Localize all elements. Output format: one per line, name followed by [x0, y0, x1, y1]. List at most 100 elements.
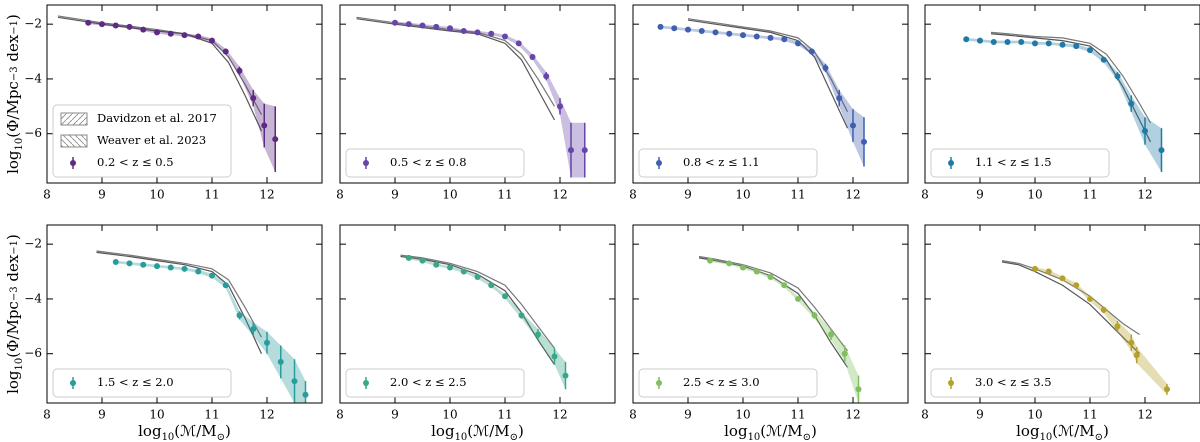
ylabel-part: dex: [4, 34, 22, 66]
legend-box: [930, 148, 1110, 178]
data-point: [447, 25, 453, 32]
plot-area: [57, 15, 279, 173]
data-point: [795, 295, 801, 302]
data-point: [1045, 268, 1052, 275]
x-tick-label: 9: [976, 188, 984, 202]
xlabel: log10(ℳ/M⊙): [431, 422, 524, 442]
frame: [46, 224, 323, 404]
data-point: [209, 37, 215, 44]
x-tick-label: 11: [790, 188, 805, 202]
x-tick-label: 10: [149, 188, 164, 202]
data-point: [1032, 40, 1038, 47]
data-point: [181, 32, 188, 39]
data-point: [551, 353, 558, 360]
data-point: [698, 28, 705, 35]
reference-curve: [356, 18, 556, 121]
x-tick-label: 12: [259, 188, 274, 202]
xlabel-part: (ℳ/M: [174, 422, 216, 440]
x-tick-label: 12: [552, 188, 567, 202]
x-tick-label: 10: [735, 188, 750, 202]
data-point: [502, 33, 508, 40]
data-point: [460, 268, 467, 275]
reference-curve: [96, 251, 263, 354]
xlabel-part: ): [518, 422, 524, 440]
y-tick-label: −4: [24, 291, 42, 305]
data-point: [850, 122, 856, 129]
x-tick-label: 10: [442, 188, 457, 202]
ylabel-part: ): [4, 234, 22, 240]
x-tick-label: 10: [1027, 188, 1042, 202]
uncertainty-band: [408, 256, 566, 390]
data-point: [167, 264, 174, 271]
ylabel-part: (Φ/Mpc: [4, 301, 22, 358]
data-point: [1073, 43, 1080, 50]
uncertainty-band: [710, 259, 859, 403]
data-point: [167, 30, 174, 37]
data-point: [671, 25, 678, 32]
data-point: [1059, 41, 1066, 48]
data-point: [474, 274, 481, 281]
plot-area: [1001, 260, 1170, 395]
plot-area: [657, 18, 867, 167]
legend-label: 2.5 < z ≤ 3.0: [683, 375, 760, 389]
data-point: [781, 282, 788, 289]
legend-box: [345, 368, 525, 398]
data-point: [685, 26, 691, 33]
legend-marker: [363, 380, 369, 386]
data-point: [543, 73, 550, 80]
data-point: [195, 33, 202, 40]
plot-area: [356, 16, 588, 178]
xlabel-part: ): [811, 422, 817, 440]
data-point: [99, 21, 105, 28]
data-point: [126, 23, 133, 30]
x-tick-label: 11: [1082, 188, 1097, 202]
x-tick-label: 8: [921, 408, 929, 422]
legend-swatch: [60, 112, 88, 126]
reference-curve: [990, 31, 1152, 124]
legend-marker: [656, 380, 662, 386]
data-point: [855, 386, 862, 393]
data-point: [154, 29, 160, 36]
legend-label: 0.8 < z ≤ 1.1: [683, 155, 760, 169]
data-point: [1100, 56, 1107, 63]
data-point: [1128, 339, 1135, 346]
xlabel-part: (ℳ/M: [760, 422, 802, 440]
data-point: [419, 22, 426, 29]
data-point: [250, 95, 257, 102]
data-point: [1004, 38, 1011, 45]
xlabel-part: (ℳ/M: [467, 422, 509, 440]
data-point: [112, 22, 119, 29]
xlabel-part: 10: [455, 432, 468, 442]
legend-label: 1.1 < z ≤ 1.5: [975, 155, 1052, 169]
x-tick-label: 9: [684, 408, 692, 422]
x-tick-label: 8: [336, 408, 344, 422]
data-point: [767, 34, 774, 41]
data-point: [447, 264, 453, 271]
y-tick-label: −6: [24, 126, 42, 140]
data-point: [1045, 40, 1052, 47]
y-tick-label: −2: [24, 17, 42, 31]
reference-curve: [96, 250, 263, 338]
data-point: [236, 312, 243, 319]
ylabel-part: 10: [14, 358, 25, 371]
frame: [339, 4, 616, 184]
data-point: [126, 260, 133, 267]
legend-label: Weaver et al. 2023: [97, 133, 206, 147]
x-tick-label: 8: [629, 188, 637, 202]
data-point: [1100, 306, 1107, 313]
ylabel-part: −1: [9, 240, 20, 255]
xlabel: log10(ℳ/M⊙): [724, 422, 817, 442]
ylabel-part: −3: [9, 286, 20, 301]
x-tick-label: 9: [391, 408, 399, 422]
data-point: [712, 29, 719, 36]
ylabel: log10(Φ/Mpc−3 dex−1): [4, 14, 25, 174]
x-tick-label: 9: [976, 408, 984, 422]
data-point: [236, 67, 243, 74]
data-point: [1073, 282, 1080, 289]
x-tick-label: 11: [204, 408, 219, 422]
legend-box: [930, 368, 1110, 398]
legend-swatch: [60, 134, 88, 148]
data-point: [1059, 275, 1066, 282]
legend-label: 2.0 < z ≤ 2.5: [390, 375, 467, 389]
